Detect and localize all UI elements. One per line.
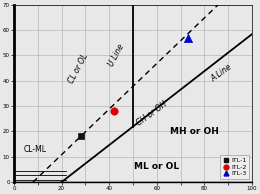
Point <box>186 36 190 39</box>
Text: MH or OH: MH or OH <box>170 127 219 136</box>
Legend: ITL-1, ITL-2, ITL-3: ITL-1, ITL-2, ITL-3 <box>220 155 249 179</box>
Text: A Line: A Line <box>209 63 233 84</box>
Point <box>112 110 116 113</box>
Text: U Line: U Line <box>107 43 126 68</box>
Text: CH or OH: CH or OH <box>135 100 169 128</box>
Text: CL or OL: CL or OL <box>67 52 90 85</box>
Point <box>79 135 83 138</box>
Text: CL-ML: CL-ML <box>23 145 47 154</box>
Text: ML or OL: ML or OL <box>134 162 179 171</box>
